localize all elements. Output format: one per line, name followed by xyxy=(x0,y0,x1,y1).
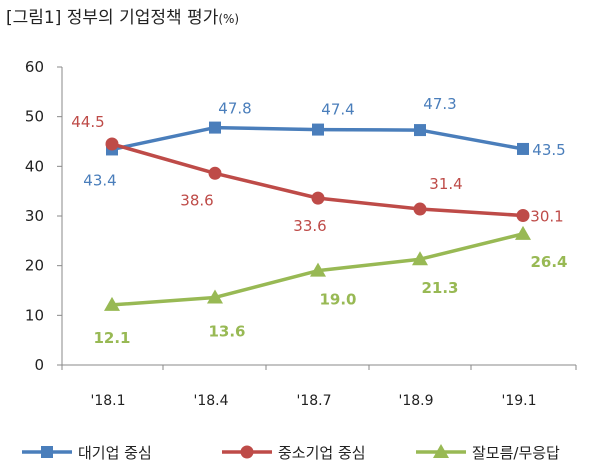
data-label: 43.4 xyxy=(83,171,116,189)
data-label: 13.6 xyxy=(208,322,245,340)
data-label: 47.3 xyxy=(423,95,456,113)
x-tick-label: '18.9 xyxy=(398,393,433,409)
legend-marker xyxy=(433,444,449,458)
series-3-point xyxy=(515,225,531,240)
x-tick-label: '18.4 xyxy=(193,393,228,409)
chart-title-unit: (%) xyxy=(218,12,240,26)
data-label: 26.4 xyxy=(530,253,567,271)
y-tick-label: 50 xyxy=(25,108,44,126)
y-tick-label: 10 xyxy=(25,306,44,324)
data-label: 19.0 xyxy=(319,291,356,309)
x-tick-label: '18.1 xyxy=(90,393,125,409)
series-1-point xyxy=(209,121,221,134)
y-tick-label: 20 xyxy=(25,257,44,275)
legend-marker xyxy=(41,446,53,458)
legend-label: 잘모름/무응답 xyxy=(472,444,560,462)
y-tick-label: 40 xyxy=(25,157,44,175)
chart-title: [그림1] 정부의 기업정책 평가(%) xyxy=(6,3,239,28)
series-1-point xyxy=(414,124,426,137)
data-label: 33.6 xyxy=(293,217,326,235)
data-label: 30.1 xyxy=(530,208,563,226)
y-tick-label: 60 xyxy=(25,58,44,76)
data-label: 44.5 xyxy=(71,113,104,131)
data-label: 31.4 xyxy=(429,175,462,193)
chart-title-main: [그림1] 정부의 기업정책 평가 xyxy=(6,8,219,28)
series-1-point xyxy=(312,123,324,136)
data-label: 43.5 xyxy=(532,141,565,159)
series-2-point xyxy=(516,209,530,223)
legend-label: 대기업 중심 xyxy=(78,444,152,462)
series-3-point xyxy=(412,251,428,266)
series-2-point xyxy=(105,137,119,151)
series-2-point xyxy=(413,202,427,216)
y-tick-label: 0 xyxy=(34,356,44,374)
data-label: 38.6 xyxy=(180,191,213,209)
data-label: 47.8 xyxy=(218,100,251,118)
series-3-point xyxy=(207,289,223,304)
series-2-point xyxy=(311,191,325,205)
data-label: 21.3 xyxy=(421,279,458,297)
legend-label: 중소기업 중심 xyxy=(278,444,366,462)
data-label: 12.1 xyxy=(93,329,130,347)
data-label: 47.4 xyxy=(321,101,354,119)
series-3-point xyxy=(104,296,120,311)
series-3-point xyxy=(310,262,326,277)
series-1-point xyxy=(517,142,529,155)
legend-marker xyxy=(240,445,254,459)
y-tick-label: 30 xyxy=(25,207,44,225)
x-tick-label: '18.7 xyxy=(296,393,331,409)
x-tick-label: '19.1 xyxy=(501,393,536,409)
series-2-point xyxy=(208,166,222,180)
